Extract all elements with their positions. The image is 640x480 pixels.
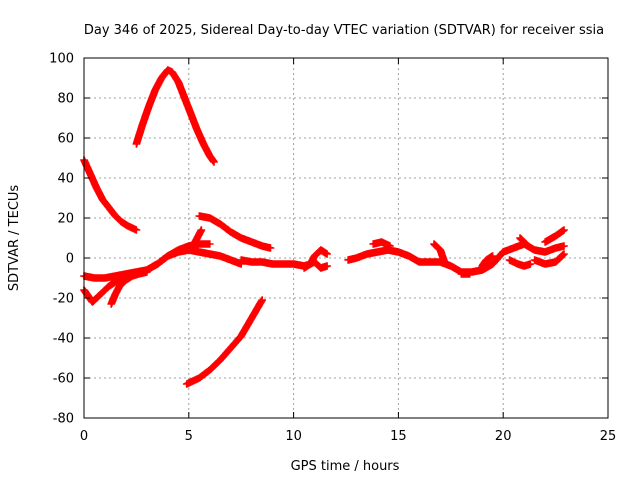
y-tick-label: 20	[57, 212, 74, 227]
y-tick-label: 80	[57, 92, 74, 107]
series-markers	[300, 258, 331, 272]
series-markers	[499, 240, 568, 256]
y-tick-label: 60	[57, 132, 74, 147]
y-axis-label: SDTVAR / TECUs	[7, 185, 22, 292]
x-tick-label: 25	[600, 429, 617, 444]
data-series-11	[300, 258, 331, 272]
series-markers	[530, 250, 568, 268]
y-tick-label: 100	[49, 52, 74, 67]
data-series	[80, 66, 568, 388]
data-series-18	[505, 256, 535, 270]
x-axis-label: GPS time / hours	[291, 459, 400, 474]
series-markers	[107, 268, 151, 308]
data-series-12	[344, 246, 507, 276]
data-series-2	[80, 156, 141, 234]
data-series-20	[530, 250, 568, 268]
data-series-21	[541, 226, 568, 246]
data-series-1	[132, 66, 218, 166]
series-markers	[185, 226, 206, 254]
x-tick-label: 20	[495, 429, 512, 444]
axis-ticks: 0 5 10 15 20 25 -80 -60 -40 -20 0 20 40 60 80 100	[49, 52, 616, 445]
series-markers	[457, 270, 474, 278]
data-series-9	[182, 296, 266, 388]
data-series-16	[478, 252, 497, 270]
data-series-7	[107, 268, 151, 308]
series-markers	[505, 256, 535, 270]
chart-title: Day 346 of 2025, Sidereal Day-to-day VTE…	[84, 23, 604, 38]
series-markers	[344, 246, 507, 276]
x-tick-label: 0	[80, 429, 88, 444]
data-series-13	[369, 238, 394, 250]
series-markers	[369, 238, 394, 250]
series-markers	[195, 212, 275, 252]
plot-frame	[83, 57, 609, 419]
data-series-8	[185, 226, 206, 254]
grid	[84, 58, 608, 418]
y-tick-label: -20	[53, 292, 74, 307]
x-tick-label: 5	[185, 429, 193, 444]
data-series-19	[516, 234, 531, 248]
x-tick-label: 10	[285, 429, 302, 444]
series-markers	[80, 156, 141, 234]
series-markers	[478, 252, 497, 270]
series-markers	[182, 296, 266, 388]
y-tick-label: 40	[57, 172, 74, 187]
y-tick-label: -80	[53, 412, 74, 427]
data-series-17	[499, 240, 568, 256]
data-series-14	[430, 240, 449, 266]
series-markers	[132, 66, 218, 166]
x-tick-label: 15	[390, 429, 407, 444]
series-markers	[541, 226, 568, 246]
series-markers	[516, 234, 531, 248]
data-series-3	[195, 212, 275, 252]
y-tick-label: -60	[53, 372, 74, 387]
y-tick-label: 0	[66, 252, 74, 267]
y-tick-label: -40	[53, 332, 74, 347]
series-markers	[430, 240, 449, 266]
data-series-15	[457, 270, 474, 278]
